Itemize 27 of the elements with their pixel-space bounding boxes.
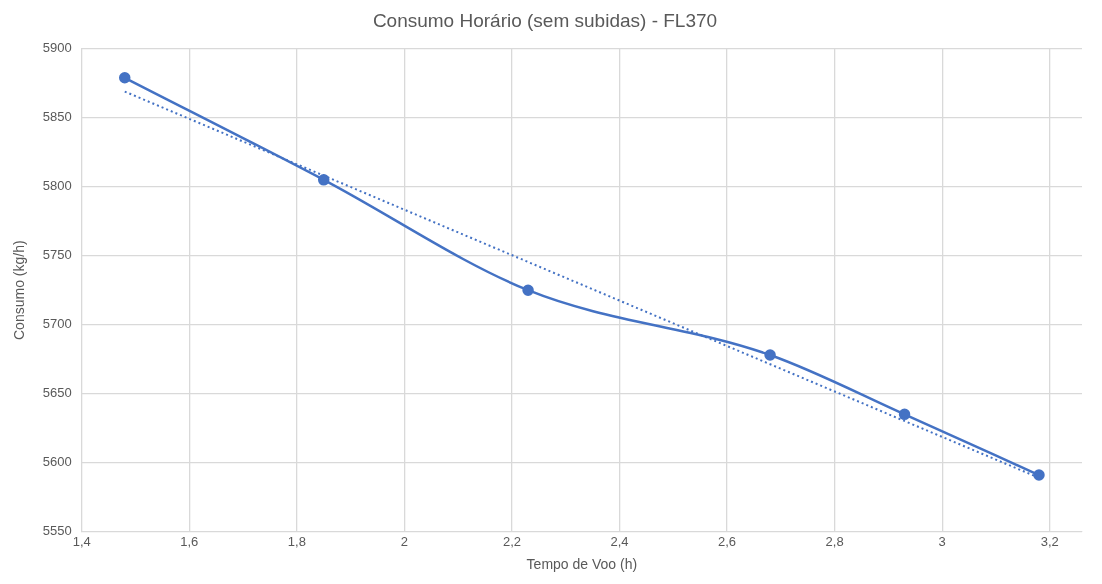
point — [898, 408, 911, 421]
y-tick-label: 5550 — [42, 523, 72, 539]
y-tick-label: 5800 — [42, 178, 72, 194]
point — [118, 72, 131, 84]
x-tick-label: 1,8 — [287, 533, 306, 549]
x-tick-label: 1,6 — [180, 533, 199, 549]
x-tick-label: 2 — [400, 533, 409, 549]
x-tick-label: 3 — [938, 533, 946, 549]
x-tick-label: 3,2 — [1040, 533, 1059, 549]
point — [764, 349, 776, 361]
x-axis-title: Tempo de Voo (h) — [526, 556, 638, 573]
y-tick-label: 5650 — [42, 385, 72, 401]
x-tick-label: 2,8 — [825, 533, 844, 549]
chart-title: Consumo Horário (sem subidas) - FL370 — [372, 9, 718, 31]
point — [522, 284, 534, 296]
x-tick-label: 2,6 — [718, 533, 737, 549]
x-tick-label: 2,2 — [502, 533, 521, 549]
point — [317, 174, 330, 186]
y-tick-label: 5600 — [42, 454, 72, 470]
y-axis-title: Consumo (kg/h) — [11, 240, 28, 340]
y-tick-label: 5700 — [42, 316, 72, 332]
point — [1033, 469, 1045, 481]
x-tick-label: 2,4 — [610, 533, 629, 549]
y-tick-label: 5750 — [42, 247, 72, 263]
x-tick-label: 1,4 — [72, 533, 91, 549]
y-tick-label: 5850 — [42, 109, 72, 125]
y-tick-label: 5900 — [42, 40, 72, 56]
